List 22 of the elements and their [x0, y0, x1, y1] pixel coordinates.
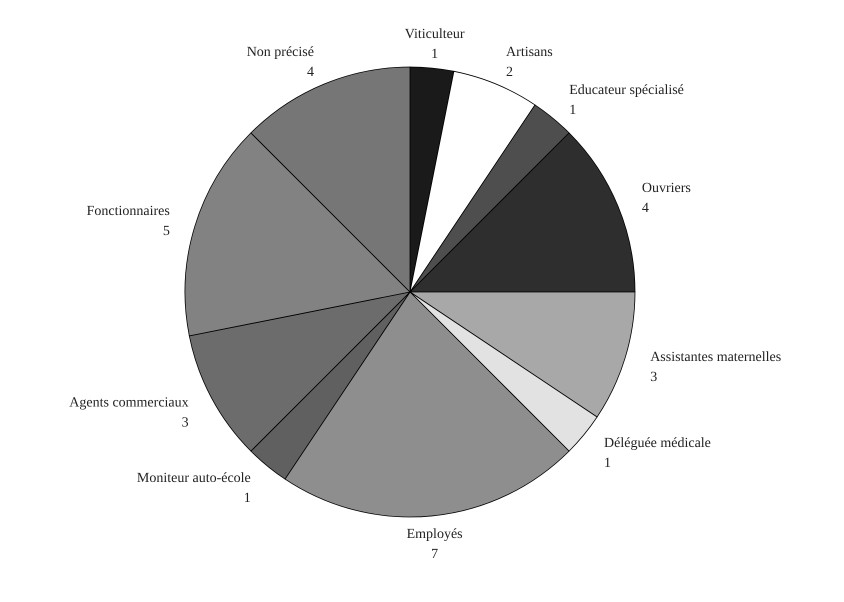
slice-label: Artisans — [506, 45, 553, 60]
data-label: 2 — [506, 65, 514, 80]
data-label: 4 — [306, 65, 314, 80]
slice-label: Moniteur auto-école — [136, 471, 251, 486]
slice-label: Agents commerciaux — [69, 395, 189, 410]
data-label: 4 — [642, 200, 649, 216]
data-label: 5 — [162, 224, 170, 240]
slice-label: Non précisé — [246, 45, 314, 60]
data-label: 3 — [650, 370, 658, 385]
data-label: 1 — [244, 491, 251, 506]
data-label: 3 — [182, 415, 189, 430]
data-label: 7 — [431, 546, 438, 562]
slice-label: Ouvriers — [642, 180, 691, 196]
slice-label: Viticulteur — [404, 27, 465, 42]
slice-label: Fonctionnaires — [86, 204, 170, 220]
data-label: 1 — [604, 456, 612, 472]
slice-label: Assistantes maternelles — [650, 350, 782, 365]
data-label: 1 — [569, 102, 576, 118]
data-label: 1 — [431, 47, 438, 62]
slice-label: Employés — [406, 526, 463, 542]
slice-label: Educateur spécialisé — [569, 82, 684, 98]
slice-label: Déléguée médicale — [604, 436, 711, 452]
